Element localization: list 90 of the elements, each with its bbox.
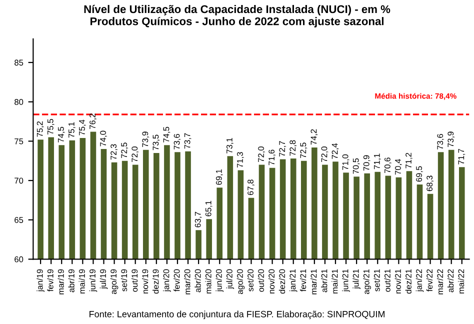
x-tick-label: ago/20	[236, 269, 245, 294]
data-label: 75,4	[79, 120, 86, 136]
x-tick-label: jan/22	[416, 269, 424, 292]
x-tick-label: fev/19	[47, 269, 54, 292]
x-tick-label: mar/22	[436, 269, 444, 294]
data-label: 71,6	[268, 150, 276, 166]
x-tick-label: abr/19	[68, 269, 74, 292]
data-label: 72,0	[132, 146, 139, 162]
data-label: 74,2	[310, 129, 318, 145]
data-label: 72,7	[279, 141, 286, 156]
data-label: 74,5	[58, 126, 65, 142]
data-label: 72,8	[290, 140, 297, 156]
x-tick-label: mar/20	[184, 269, 190, 294]
chart-title: Nível de Utilização da Capacidade Instalada (NUCI) - em % Produtos Químicos - Junho de 2022 com ajuste sazonal	[84, 4, 390, 28]
x-tick-label: mai/22	[458, 269, 464, 294]
x-tick-label: ago/21	[363, 269, 371, 294]
x-tick-label: abr/22	[447, 269, 454, 292]
data-label: 71,3	[237, 152, 244, 168]
x-tick-label: jan/19	[36, 269, 44, 292]
data-label: 75,5	[48, 119, 54, 134]
data-label: 63,7	[194, 212, 202, 228]
data-label: 72,5	[300, 142, 308, 158]
data-label: 71,2	[406, 152, 412, 168]
x-tick-label: out/21	[384, 269, 390, 292]
data-label: 67,8	[248, 180, 254, 196]
x-tick-label: mai/20	[205, 269, 212, 294]
y-tick-label: 85	[14, 60, 24, 66]
x-tick-label: set/19	[120, 269, 128, 292]
y-tick-label: 75	[14, 138, 24, 144]
x-tick-label: ago/19	[110, 269, 118, 294]
data-label: 75,2	[36, 121, 44, 137]
data-label: 75,1	[68, 122, 76, 138]
data-label: 65,1	[205, 200, 212, 216]
y-tick-label: 80	[14, 99, 24, 105]
data-label: 71,0	[342, 154, 350, 170]
data-label: 73,1	[226, 138, 234, 154]
x-tick-label: fev/22	[426, 269, 433, 292]
data-label: 72,3	[110, 144, 118, 160]
data-label: 73,6	[437, 134, 444, 150]
x-tick-label: mar/19	[58, 269, 64, 294]
x-tick-label: dez/20	[278, 269, 286, 294]
y-tick-label: 60	[14, 256, 24, 262]
source-note: Fonte: Levantamento de conjuntura da FIESP. Elaboração: SINPROQUIM	[90, 310, 384, 320]
data-label: 73,9	[448, 132, 455, 148]
x-tick-label: jul/20	[226, 269, 234, 290]
data-label: 72,0	[258, 146, 265, 162]
x-tick-label: nov/20	[268, 269, 275, 294]
data-label: 70,4	[395, 159, 402, 175]
x-tick-label: abr/21	[321, 269, 328, 292]
data-label: 73,9	[142, 132, 150, 148]
data-label: 76,2	[90, 114, 96, 129]
x-tick-label: out/20	[258, 269, 264, 292]
x-tick-label: jul/21	[352, 269, 360, 290]
y-tick-label: 65	[14, 217, 24, 223]
data-label: 70,5	[352, 158, 360, 174]
data-label: 72,0	[321, 146, 328, 162]
x-tick-label: jun/20	[216, 269, 224, 292]
x-tick-label: set/21	[374, 269, 380, 292]
x-tick-label: mai/21	[332, 269, 338, 294]
x-tick-label: jul/19	[100, 269, 108, 290]
x-tick-label: jun/21	[342, 269, 350, 292]
x-tick-label: nov/21	[394, 269, 401, 294]
x-tick-label: dez/21	[405, 269, 412, 294]
data-label: 72,5	[121, 142, 128, 158]
x-tick-label: fev/20	[174, 269, 180, 292]
data-label: 71,1	[374, 154, 381, 170]
data-label: 70,9	[363, 155, 370, 171]
x-tick-label: mai/19	[78, 269, 85, 294]
data-label: 69,5	[416, 166, 423, 182]
x-tick-label: set/20	[247, 269, 254, 292]
data-label: 70,6	[384, 158, 392, 174]
data-label: 69,1	[216, 169, 223, 185]
data-label: 74,5	[163, 126, 170, 142]
x-tick-label: mar/21	[310, 269, 317, 294]
data-label: 68,3	[426, 176, 434, 192]
data-label: 74,0	[100, 130, 107, 146]
x-tick-label: abr/20	[194, 269, 201, 292]
y-tick-label: 70	[14, 178, 24, 184]
x-tick-label: nov/19	[142, 269, 148, 294]
data-label: 73,6	[174, 134, 181, 150]
x-tick-label: dez/19	[152, 269, 159, 294]
x-tick-label: jun/19	[89, 269, 98, 292]
data-label: 72,4	[332, 143, 339, 159]
x-tick-label: jan/21	[289, 269, 298, 292]
data-label: 73,5	[152, 134, 160, 150]
x-tick-label: fev/21	[300, 269, 306, 292]
data-label: 73,7	[184, 133, 192, 149]
x-tick-label: out/19	[131, 269, 138, 292]
x-tick-label: jan/20	[163, 269, 171, 292]
data-label: 71,7	[458, 148, 466, 164]
